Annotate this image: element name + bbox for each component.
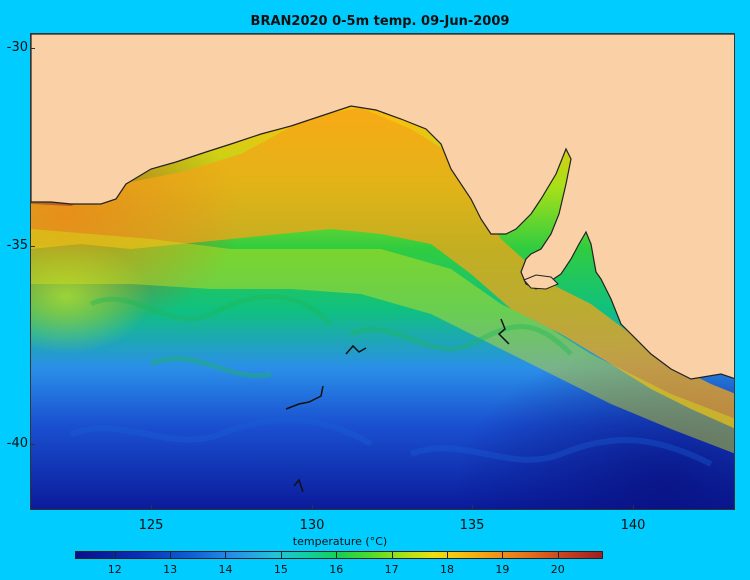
lon-tick-mark bbox=[151, 505, 152, 510]
colorbar-tick-mark bbox=[225, 552, 227, 558]
lat-tick-label: -30 bbox=[6, 40, 28, 55]
colorbar-tick-mark bbox=[280, 552, 282, 558]
lat-tick-mark bbox=[30, 48, 35, 49]
colorbar-tick-label: 13 bbox=[163, 563, 178, 576]
lon-tick-label: 125 bbox=[138, 518, 164, 533]
lon-tick-label: 130 bbox=[299, 518, 325, 533]
transition-band bbox=[31, 229, 734, 454]
colorbar bbox=[75, 551, 603, 559]
ocean-temperature-map bbox=[30, 33, 735, 510]
deep-swirls bbox=[69, 417, 713, 467]
colorbar-tick-mark bbox=[336, 552, 338, 558]
drifter-tracks bbox=[285, 318, 510, 493]
colorbar-tick-mark bbox=[557, 552, 559, 558]
lat-tick-mark bbox=[30, 444, 35, 445]
lat-tick-label: -40 bbox=[6, 436, 28, 451]
colorbar-tick-label: 15 bbox=[273, 563, 288, 576]
lat-tick-mark bbox=[30, 246, 35, 247]
lon-tick-label: 140 bbox=[620, 518, 646, 533]
map-svg bbox=[31, 34, 734, 509]
colorbar-tick-label: 12 bbox=[107, 563, 122, 576]
colorbar-label: temperature (°C) bbox=[292, 535, 388, 548]
eddy-swirls bbox=[89, 294, 573, 379]
lon-tick-mark bbox=[633, 505, 634, 510]
kangaroo-island bbox=[523, 274, 559, 290]
colorbar-tick-mark bbox=[114, 552, 116, 558]
colorbar-tick-label: 14 bbox=[218, 563, 233, 576]
lon-tick-label: 135 bbox=[459, 518, 485, 533]
colorbar-tick-label: 19 bbox=[495, 563, 510, 576]
colorbar-tick-mark bbox=[446, 552, 448, 558]
colorbar-tick-label: 20 bbox=[550, 563, 565, 576]
colorbar-tick-label: 18 bbox=[439, 563, 454, 576]
lon-tick-mark bbox=[312, 505, 313, 510]
colorbar-tick-mark bbox=[170, 552, 172, 558]
lat-tick-label: -35 bbox=[6, 238, 28, 253]
colorbar-tick-mark bbox=[502, 552, 504, 558]
colorbar-tick-mark bbox=[391, 552, 393, 558]
colorbar-tick-label: 16 bbox=[329, 563, 344, 576]
map-title: BRAN2020 0-5m temp. 09-Jun-2009 bbox=[250, 14, 510, 29]
warm-coastal-band bbox=[31, 108, 734, 429]
colorbar-tick-label: 17 bbox=[384, 563, 399, 576]
lon-tick-mark bbox=[472, 505, 473, 510]
australia-landmass bbox=[31, 34, 734, 380]
